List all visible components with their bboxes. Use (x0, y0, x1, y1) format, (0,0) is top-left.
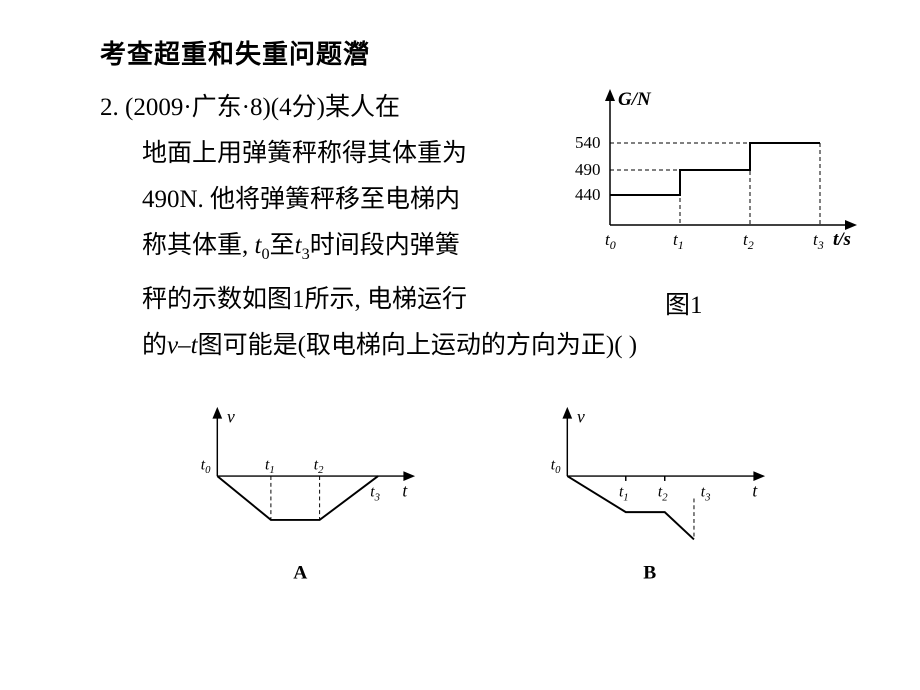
q-l4-t3s: 3 (302, 245, 310, 263)
gn-xlabel: t/s (833, 229, 851, 250)
gn-x-t2: t2 (743, 230, 754, 252)
gn-x-t0: t0 (605, 230, 616, 252)
vtA-t0: t0 (201, 456, 211, 476)
q-l6-pre: 的 (142, 332, 167, 359)
q-l4-t3: t (295, 232, 302, 259)
gn-y-490: 490 (575, 160, 601, 179)
question-text: 2. (2009·广东·8)(4分)某人在 地面上用弹簧秤称得其体重为 490N… (100, 85, 540, 369)
gn-ylabel: G/N (618, 89, 652, 110)
q-line-5: 秤的示数如图1所示, 电梯运行 (100, 277, 642, 323)
q-line-3: 490N. 他将弹簧秤移至电梯内 (100, 177, 540, 223)
vtB-t3: t3 (701, 484, 711, 504)
vtB-t1: t1 (619, 484, 629, 504)
vt-chart-A: v t t0 t1 t2 t3 A (180, 403, 430, 593)
vtB-t2: t2 (658, 484, 668, 504)
gn-x-t1: t1 (673, 230, 684, 252)
vt-options-row: v t t0 t1 t2 t3 A v t t0 t1 (100, 403, 860, 593)
gn-chart: 440 490 540 G/N t/s t0 t1 t2 t3 (565, 85, 865, 255)
vtB-label: B (643, 562, 656, 583)
vtA-label: A (293, 562, 307, 583)
gn-y-540: 540 (575, 133, 601, 152)
vt-chart-B: v t t0 t1 t2 t3 B (530, 403, 780, 593)
gn-y-440: 440 (575, 185, 601, 204)
q-l4-post: 时间段内弹簧 (310, 232, 460, 259)
q-line-2: 地面上用弹簧秤称得其体重为 (100, 131, 540, 177)
vtB-ylabel: v (577, 406, 585, 426)
q-line-6: 的v–t图可能是(取电梯向上运动的方向为正)( ) (100, 323, 822, 369)
vtA-ylabel: v (227, 406, 235, 426)
figure-1-label: 图1 (665, 285, 703, 321)
question-block: 2. (2009·广东·8)(4分)某人在 地面上用弹簧秤称得其体重为 490N… (100, 85, 860, 369)
q-line-4: 称其体重, t0至t3时间段内弹簧 (100, 223, 540, 277)
q-l4-t0s: 0 (261, 245, 269, 263)
q-l6-t: t (191, 332, 198, 359)
q-l6-dash: – (178, 332, 191, 359)
q-l6-post: 图可能是(取电梯向上运动的方向为正)( ) (198, 332, 638, 359)
vtA-t1: t1 (265, 456, 275, 476)
vtB-t0: t0 (551, 456, 561, 476)
q-l6-v: v (167, 332, 178, 359)
q-line-1: 2. (2009·广东·8)(4分)某人在 (100, 85, 540, 131)
vtB-xlabel: t (752, 481, 758, 501)
page: 考查超重和失重问题瀯 2. (2009·广东·8)(4分)某人在 地面上用弹簧秤… (0, 0, 920, 690)
q-l4-mid: 至 (270, 232, 295, 259)
section-heading: 考查超重和失重问题瀯 (100, 34, 860, 71)
gn-x-t3: t3 (813, 230, 824, 252)
vtA-t2: t2 (314, 456, 324, 476)
q-l4-pre: 称其体重, (142, 232, 255, 259)
vtA-xlabel: t (402, 481, 408, 501)
vtA-t3: t3 (370, 484, 380, 504)
